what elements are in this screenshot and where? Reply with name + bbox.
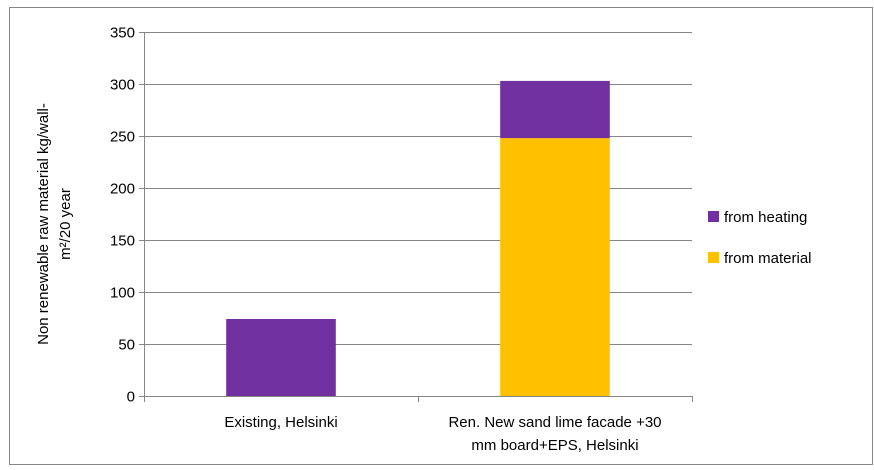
x-category-label: mm board+EPS, Helsinki bbox=[471, 437, 638, 454]
bar-segment-from-heating bbox=[500, 80, 610, 139]
x-category-label: Existing, Helsinki bbox=[224, 414, 337, 431]
y-tick-label: 0 bbox=[127, 389, 135, 406]
bars bbox=[226, 80, 610, 396]
legend-label: from heating bbox=[724, 209, 807, 226]
y-tick-labels: 0 50 100 150 200 250 300 350 bbox=[110, 25, 135, 406]
y-tick-label: 350 bbox=[110, 25, 135, 42]
y-tick-label: 100 bbox=[110, 285, 135, 302]
y-tick-label: 250 bbox=[110, 129, 135, 146]
x-category-label: Ren. New sand lime facade +30 bbox=[448, 414, 661, 431]
bar-segment-from-material bbox=[500, 138, 610, 396]
x-category-labels: Existing, Helsinki Ren. New sand lime fac… bbox=[224, 414, 661, 454]
y-tick-label: 50 bbox=[118, 337, 135, 354]
bar-segment-from-heating bbox=[226, 319, 336, 396]
axes bbox=[139, 32, 693, 402]
gridlines bbox=[144, 32, 692, 345]
legend-swatch bbox=[708, 211, 719, 222]
y-axis-label: Non renewable raw material kg/wall-m²/20… bbox=[35, 103, 74, 345]
y-tick-label: 300 bbox=[110, 77, 135, 94]
y-tick-label: 150 bbox=[110, 233, 135, 250]
y-axis-label-line: Non renewable raw material kg/wall- bbox=[35, 103, 52, 345]
y-tick-label: 200 bbox=[110, 181, 135, 198]
chart-frame bbox=[9, 7, 873, 465]
legend-swatch bbox=[708, 252, 719, 263]
legend: from heating from material bbox=[708, 209, 812, 267]
legend-label: from material bbox=[724, 250, 812, 267]
y-axis-label-line: m²/20 year bbox=[57, 188, 74, 260]
